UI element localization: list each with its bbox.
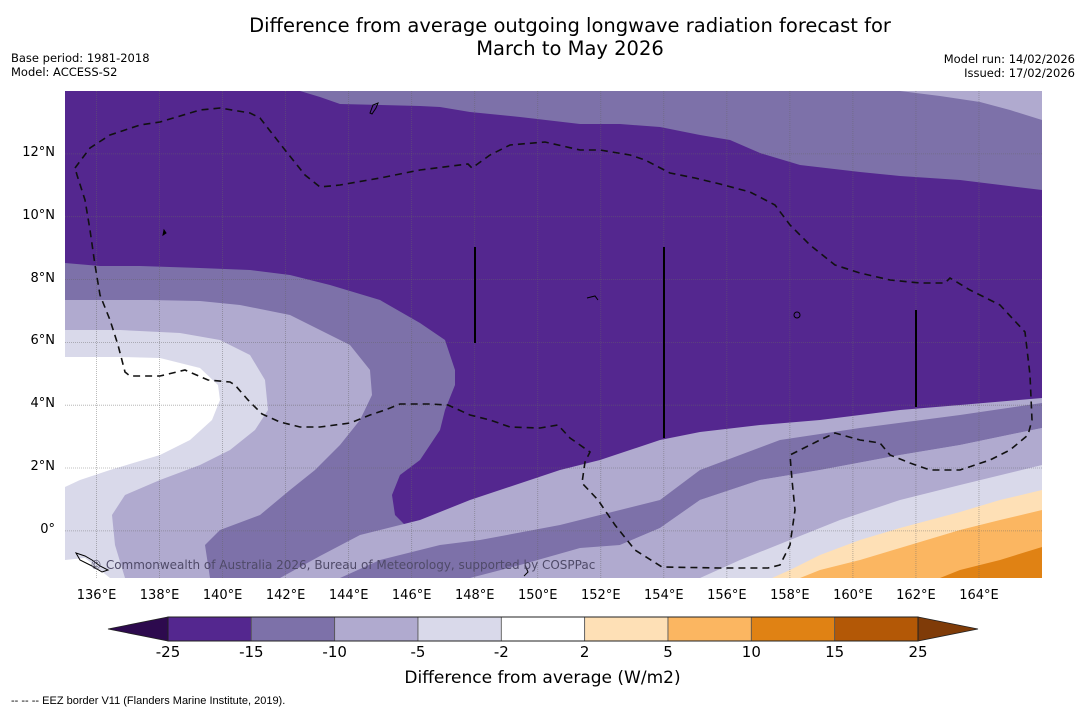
title-line-2: March to May 2026 <box>476 37 664 60</box>
lon-tick-label: 154°E <box>644 588 684 603</box>
colorbar-segment <box>334 616 419 642</box>
lat-tick-label: 8°N <box>30 270 56 286</box>
band-m2-2-left <box>65 357 220 487</box>
lon-tick-label: 138°E <box>139 588 180 603</box>
colorbar-under-arrow <box>107 616 169 642</box>
colorbar-over-arrow <box>917 616 979 642</box>
lon-tick-label: 164°E <box>959 588 999 603</box>
title-line-1: Difference from average outgoing longwav… <box>249 14 891 37</box>
band-m2-2-lowleft <box>65 558 110 578</box>
model-name: Model: ACCESS-S2 <box>11 65 118 79</box>
base-period: Base period: 1981-2018 <box>11 51 150 65</box>
island <box>369 102 379 115</box>
lat-tick-label: 4°N <box>30 396 56 412</box>
lat-tick-label: 0° <box>40 521 55 537</box>
colorbar-segment <box>250 616 336 642</box>
colorbar-tick-label: -15 <box>239 643 264 661</box>
island <box>74 552 110 573</box>
band-5-10 <box>800 510 1042 578</box>
band-right-m15-m10 <box>340 403 1042 578</box>
colorbar-segment <box>667 616 752 642</box>
colorbar-segment <box>584 616 669 642</box>
lon-tick-label: 156°E <box>707 588 747 603</box>
lon-tick-label: 162°E <box>896 588 936 603</box>
colorbar-tick-label: 2 <box>579 643 590 661</box>
meta-left: Base period: 1981-2018 Model: ACCESS-S2 <box>11 51 150 79</box>
colorbar <box>107 616 979 642</box>
colorbar-tick-label: 10 <box>741 643 761 661</box>
colorbar-title: Difference from average (W/m2) <box>404 668 681 688</box>
colorbar-segment <box>500 616 586 642</box>
band-10-15 <box>940 547 1042 578</box>
band-top-m15-m10 <box>300 91 1042 190</box>
colorbar-tick-label: -5 <box>410 643 426 661</box>
map-area <box>65 91 1042 578</box>
boundary-segments <box>474 247 917 438</box>
eez-borders <box>74 107 1033 569</box>
island <box>523 564 529 577</box>
colorbar-tick-label: 15 <box>825 643 845 661</box>
lon-tick-label: 158°E <box>770 588 810 603</box>
lon-tick-label: 146°E <box>391 588 432 603</box>
colorbar-tick-label: -10 <box>322 643 347 661</box>
lon-tick-label: 140°E <box>202 588 243 603</box>
colorbar-frame <box>167 616 919 642</box>
eez-border-west <box>74 107 1033 569</box>
island <box>586 295 599 301</box>
gridlines <box>65 91 1042 578</box>
copyright-text: © Commonwealth of Australia 2026, Bureau… <box>90 558 596 572</box>
colorbar-tick-label: 5 <box>663 643 673 661</box>
issued-date: Issued: 17/02/2026 <box>964 66 1075 80</box>
island <box>793 311 801 319</box>
model-run: Model run: 14/02/2026 <box>943 52 1075 66</box>
lon-tick-label: 150°E <box>517 588 558 603</box>
band-right-m10-m5 <box>540 428 1042 578</box>
colorbar-tick-label: 25 <box>908 643 928 661</box>
band-m5-m2-right <box>700 465 1042 578</box>
colorbar-segment <box>167 616 252 642</box>
colorbar-segment <box>750 616 836 642</box>
eez-legend-note: -- -- -- EEZ border V11 (Flanders Marine… <box>11 695 286 707</box>
lon-tick-label: 152°E <box>581 588 621 603</box>
lat-tick-label: 12°N <box>22 144 55 160</box>
lon-tick-label: 148°E <box>454 588 495 603</box>
colorbar-segment <box>417 616 502 642</box>
colorbar-segment <box>834 616 919 642</box>
colorbar-tick-label: -2 <box>493 643 509 661</box>
chart-title: Difference from average outgoing longwav… <box>0 14 1085 60</box>
band-top-m10-m5 <box>900 91 1042 120</box>
islands <box>74 102 801 577</box>
meta-right: Model run: 14/02/2026 Issued: 17/02/2026 <box>944 52 1075 80</box>
colorbar-tick-label: -25 <box>155 643 181 661</box>
lon-tick-label: 142°E <box>265 588 306 603</box>
lat-tick-label: 6°N <box>30 333 56 349</box>
lat-tick-label: 2°N <box>30 459 56 475</box>
lat-tick-label: 10°N <box>22 207 55 223</box>
island <box>162 228 167 237</box>
lon-tick-label: 144°E <box>328 588 369 603</box>
lon-tick-label: 136°E <box>76 588 117 603</box>
lon-tick-label: 160°E <box>833 588 873 603</box>
